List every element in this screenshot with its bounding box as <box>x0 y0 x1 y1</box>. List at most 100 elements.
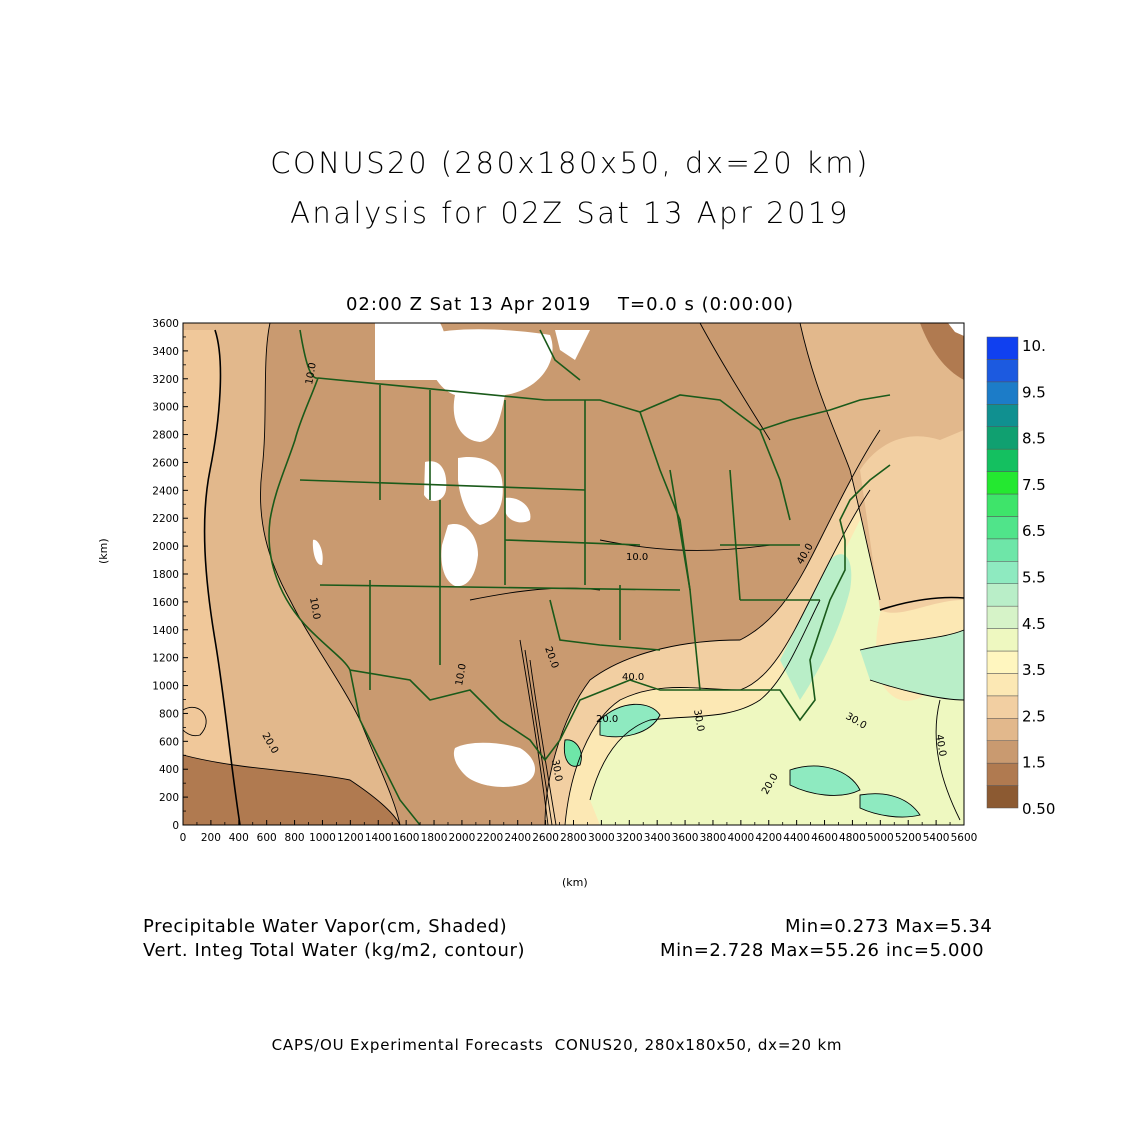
title-line-1: CONUS20 (280x180x50, dx=20 km) <box>270 146 870 180</box>
x-tick-label: 4200 <box>755 832 782 844</box>
x-tick-label: 2400 <box>504 832 531 844</box>
field2-label: Vert. Integ Total Water (kg/m2, contour) <box>143 940 526 961</box>
x-tick-label: 1400 <box>365 832 392 844</box>
x-tick-label: 3600 <box>672 832 699 844</box>
map-field <box>183 323 964 825</box>
colorbar-swatch <box>986 583 1019 607</box>
x-tick-label: 1000 <box>309 832 336 844</box>
title-line-2: Analysis for 02Z Sat 13 Apr 2019 <box>290 196 850 230</box>
y-tick-label: 1200 <box>152 653 179 665</box>
y-tick-label: 3400 <box>152 346 179 358</box>
x-tick-label: 3400 <box>644 832 671 844</box>
y-tick-label: 200 <box>159 792 179 804</box>
colorbar-label: 6.5 <box>1022 522 1046 540</box>
x-tick-label: 0 <box>180 832 187 844</box>
colorbar: 10. 9.5 8.5 7.5 6.5 5.5 4.5 3.5 2.5 1.5 0.50 <box>986 336 1055 818</box>
colorbar-swatch <box>986 695 1019 719</box>
x-tick-label: 3200 <box>616 832 643 844</box>
y-tick-label: 1000 <box>152 681 179 693</box>
colorbar-label: 4.5 <box>1022 615 1046 633</box>
x-tick-label: 4000 <box>727 832 754 844</box>
x-tick-label: 1800 <box>421 832 448 844</box>
x-tick-label: 1200 <box>337 832 364 844</box>
x-axis: 0 200 400 600 800 1000 1200 1400 1600 1800 2000 220… <box>180 820 978 844</box>
contour-label: 10.0 <box>626 552 648 563</box>
colorbar-label: 9.5 <box>1022 383 1046 401</box>
colorbar-label: 10. <box>1022 337 1046 355</box>
valid-time-label: 02:00 Z Sat 13 Apr 2019 T=0.0 s (0:00:00… <box>345 294 795 315</box>
y-tick-label: 2400 <box>152 485 179 497</box>
colorbar-swatch <box>986 359 1019 383</box>
x-tick-label: 4600 <box>811 832 838 844</box>
colorbar-swatch <box>986 471 1019 495</box>
y-tick-label: 2200 <box>152 513 179 525</box>
y-tick-label: 1600 <box>152 597 179 609</box>
colorbar-swatch <box>986 605 1019 629</box>
y-tick-label: 2800 <box>152 430 179 442</box>
footer-credit: CAPS/OU Experimental Forecasts CONUS20, … <box>271 1036 843 1054</box>
y-tick-label: 3600 <box>152 318 179 330</box>
y-tick-label: 2600 <box>152 457 179 469</box>
x-tick-label: 2200 <box>476 832 503 844</box>
x-tick-label: 1600 <box>393 832 420 844</box>
colorbar-swatch <box>986 404 1019 427</box>
contour-label: 10.0 <box>307 597 322 621</box>
field2-stats: Min=2.728 Max=55.26 inc=5.000 <box>660 940 985 961</box>
colorbar-label: 7.5 <box>1022 476 1046 494</box>
x-tick-label: 3000 <box>588 832 615 844</box>
colorbar-swatch <box>986 426 1019 450</box>
colorbar-label: 5.5 <box>1022 569 1046 587</box>
x-tick-label: 5600 <box>951 832 978 844</box>
colorbar-swatch <box>986 740 1019 764</box>
contour-label: 10.0 <box>304 362 319 386</box>
y-tick-label: 1400 <box>152 625 179 637</box>
colorbar-swatch <box>986 336 1019 360</box>
colorbar-label: 0.50 <box>1022 800 1055 818</box>
contour-label: 30.0 <box>691 709 706 733</box>
y-tick-label: 0 <box>172 820 179 832</box>
y-tick-label: 800 <box>159 708 179 720</box>
contour-label: 40.0 <box>933 734 948 758</box>
boundary-lines <box>268 329 891 826</box>
x-tick-label: 2000 <box>449 832 476 844</box>
y-tick-label: 2000 <box>152 541 179 553</box>
colorbar-swatch <box>986 785 1019 809</box>
x-axis-unit: (km) <box>562 876 588 889</box>
x-tick-label: 5200 <box>895 832 922 844</box>
colorbar-swatch <box>986 493 1019 517</box>
y-axis: 0 200 400 600 800 1000 1200 1400 1600 1800 2000 220… <box>152 318 188 832</box>
y-tick-label: 600 <box>159 736 179 748</box>
x-tick-label: 3800 <box>700 832 727 844</box>
colorbar-label: 2.5 <box>1022 707 1046 725</box>
x-tick-label: 600 <box>257 832 277 844</box>
colorbar-swatch <box>986 628 1019 652</box>
x-tick-label: 4400 <box>783 832 810 844</box>
contour-lines <box>182 322 965 826</box>
colorbar-swatch <box>986 381 1019 405</box>
colorbar-swatch <box>986 538 1019 562</box>
x-tick-label: 800 <box>285 832 305 844</box>
x-tick-label: 5400 <box>923 832 950 844</box>
y-tick-label: 1800 <box>152 569 179 581</box>
x-tick-label: 4800 <box>839 832 866 844</box>
x-tick-label: 2600 <box>532 832 559 844</box>
contour-label: 30.0 <box>549 759 564 783</box>
colorbar-swatch <box>986 516 1019 540</box>
colorbar-label: 1.5 <box>1022 754 1046 772</box>
field1-label: Precipitable Water Vapor(cm, Shaded) <box>143 916 508 937</box>
colorbar-swatch <box>986 448 1019 472</box>
x-tick-label: 2800 <box>560 832 587 844</box>
contour-label: 40.0 <box>622 672 644 683</box>
colorbar-label: 3.5 <box>1022 661 1046 679</box>
y-tick-label: 3200 <box>152 374 179 386</box>
colorbar-swatch <box>986 718 1019 741</box>
y-axis-unit: (km) <box>97 538 110 564</box>
colorbar-label: 8.5 <box>1022 430 1046 448</box>
colorbar-swatch <box>986 673 1019 697</box>
x-tick-label: 5000 <box>867 832 894 844</box>
y-tick-label: 400 <box>159 764 179 776</box>
contour-label: 10.0 <box>454 663 469 687</box>
colorbar-swatch <box>986 762 1019 786</box>
x-tick-label: 400 <box>229 832 249 844</box>
